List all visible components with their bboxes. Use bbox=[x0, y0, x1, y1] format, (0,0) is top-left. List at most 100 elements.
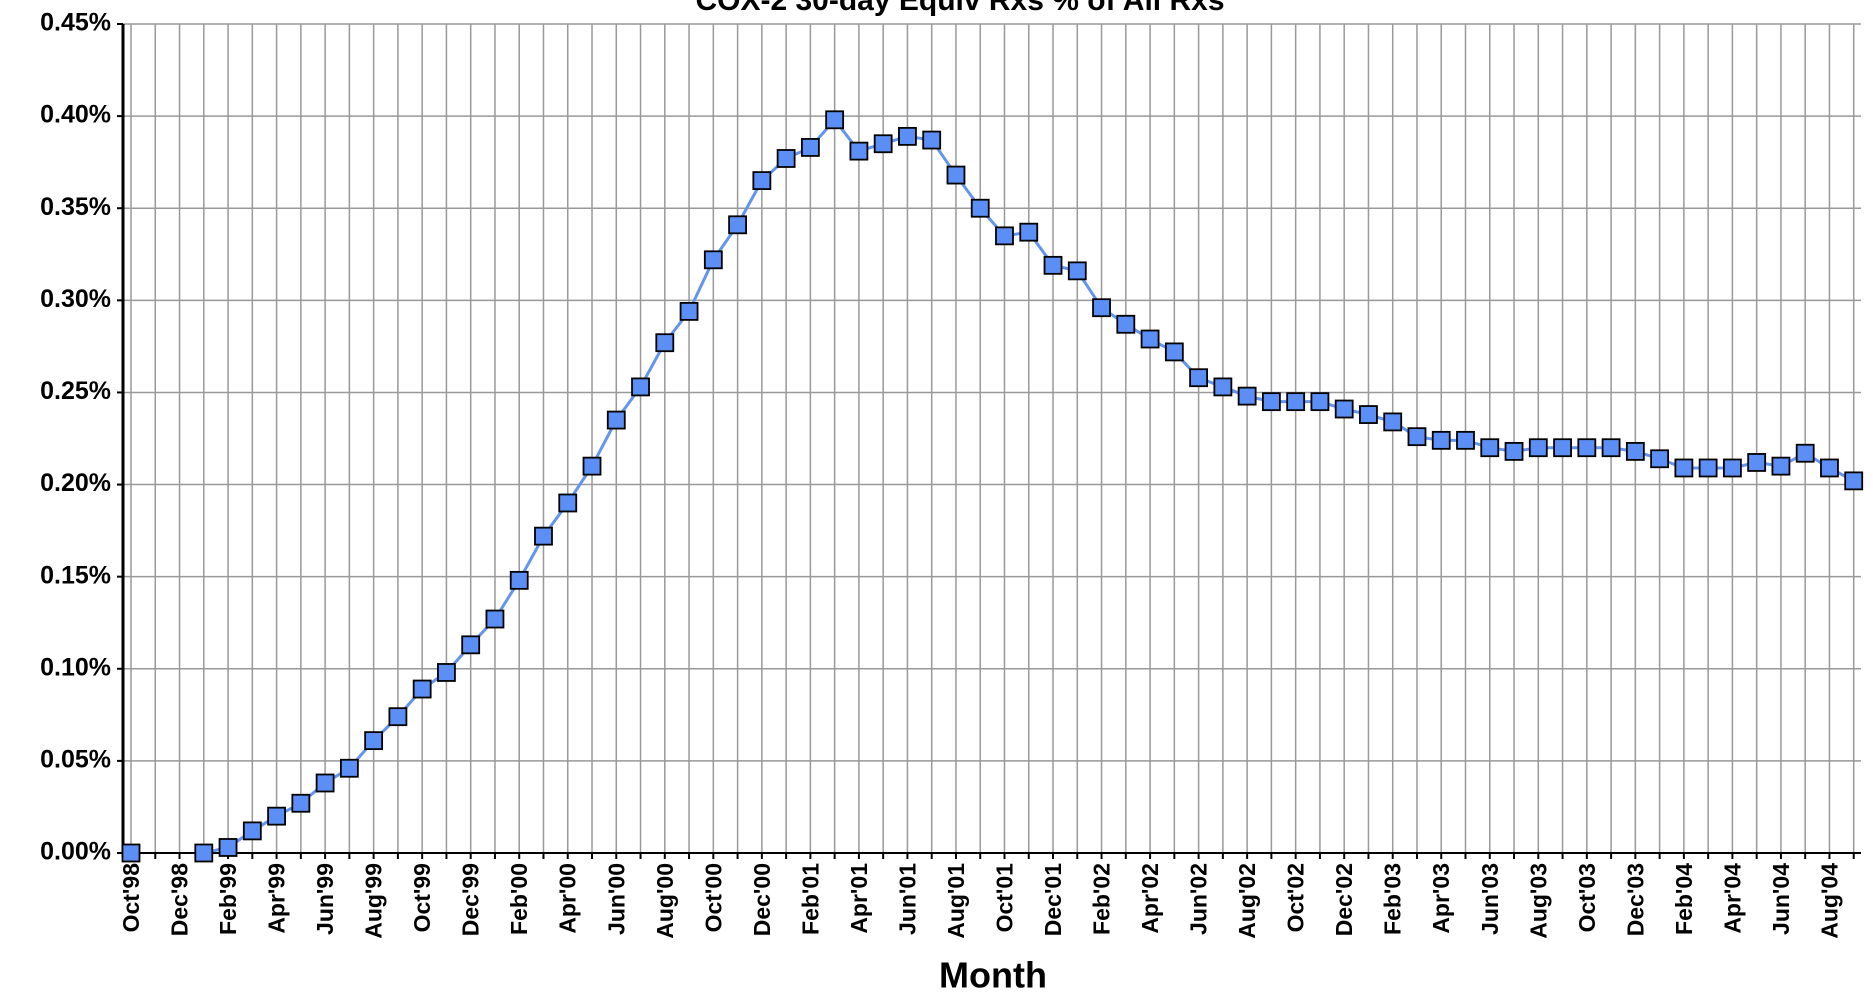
data-point bbox=[558, 493, 578, 513]
data-point bbox=[1067, 261, 1087, 281]
data-point bbox=[1140, 329, 1160, 349]
data-point bbox=[776, 149, 796, 168]
y-tick-label: 0.00% bbox=[40, 838, 111, 866]
x-tick-label: Feb'01 bbox=[797, 863, 823, 935]
x-tick-label: Dec'99 bbox=[458, 863, 484, 936]
data-point bbox=[1261, 392, 1281, 412]
data-point bbox=[1237, 386, 1257, 406]
data-point bbox=[1795, 443, 1815, 463]
data-point bbox=[606, 410, 626, 430]
x-tick-label: Dec'02 bbox=[1331, 863, 1357, 936]
x-tick-label: Aug'00 bbox=[652, 863, 678, 939]
data-point bbox=[1771, 456, 1791, 476]
y-tick-label: 0.40% bbox=[40, 101, 111, 129]
data-point bbox=[1747, 453, 1767, 472]
x-tick-label: Feb'03 bbox=[1380, 863, 1406, 935]
data-point bbox=[509, 570, 529, 590]
x-tick-label: Feb'99 bbox=[215, 863, 241, 935]
data-point bbox=[121, 843, 141, 863]
y-tick-label: 0.20% bbox=[40, 469, 111, 497]
data-point bbox=[485, 609, 505, 629]
data-point bbox=[315, 773, 335, 793]
data-point bbox=[534, 526, 553, 546]
data-point bbox=[1286, 392, 1306, 412]
x-tick-label: Apr'01 bbox=[846, 863, 872, 934]
data-point bbox=[995, 226, 1014, 246]
data-point bbox=[946, 165, 966, 185]
data-point bbox=[1213, 377, 1233, 397]
data-point bbox=[1844, 471, 1864, 491]
data-point bbox=[1164, 342, 1184, 362]
data-point bbox=[1092, 298, 1111, 318]
data-point bbox=[364, 731, 384, 751]
x-tick-label: Oct'99 bbox=[409, 863, 435, 932]
data-point bbox=[1407, 427, 1427, 447]
data-point bbox=[388, 707, 408, 727]
data-point bbox=[461, 635, 481, 655]
data-point bbox=[703, 250, 723, 270]
x-tick-label: Feb'00 bbox=[506, 863, 532, 935]
data-point bbox=[1577, 438, 1597, 458]
x-tick-label: Jun'02 bbox=[1186, 863, 1212, 935]
data-point bbox=[1310, 392, 1330, 412]
data-point bbox=[1553, 438, 1572, 458]
data-point bbox=[1431, 430, 1451, 450]
x-tick-label: Oct'98 bbox=[118, 863, 144, 933]
x-tick-label: Feb'02 bbox=[1089, 863, 1115, 935]
x-tick-label: Aug'99 bbox=[361, 863, 387, 939]
data-point bbox=[825, 110, 845, 130]
x-axis-label: Month bbox=[939, 955, 1047, 996]
data-point bbox=[218, 838, 238, 857]
x-tick-label: Feb'04 bbox=[1671, 863, 1697, 935]
data-point bbox=[1334, 399, 1354, 419]
x-tick-label: Aug'01 bbox=[943, 863, 969, 939]
x-tick-label: Aug'04 bbox=[1816, 863, 1842, 939]
data-point bbox=[1650, 449, 1670, 469]
x-tick-label: Apr'04 bbox=[1719, 863, 1745, 934]
data-point bbox=[339, 758, 359, 778]
data-point bbox=[873, 134, 893, 154]
data-point bbox=[1528, 438, 1548, 458]
y-tick-label: 0.45% bbox=[40, 9, 111, 37]
data-point bbox=[728, 215, 747, 235]
data-point bbox=[1698, 458, 1718, 478]
data-point bbox=[1625, 441, 1645, 461]
data-point bbox=[1723, 458, 1742, 478]
x-tick-label: Dec'98 bbox=[167, 863, 193, 936]
data-point bbox=[437, 663, 456, 682]
data-point bbox=[1043, 255, 1063, 275]
data-point bbox=[631, 377, 650, 397]
data-point bbox=[1189, 368, 1209, 388]
data-point bbox=[1019, 222, 1039, 242]
y-tick-label: 0.30% bbox=[40, 285, 111, 313]
data-point bbox=[1116, 314, 1136, 334]
data-point bbox=[1383, 412, 1403, 432]
data-point bbox=[242, 821, 262, 841]
data-point bbox=[849, 141, 869, 161]
x-tick-label: Apr'00 bbox=[555, 863, 581, 934]
x-tick-label: Aug'02 bbox=[1234, 863, 1260, 939]
data-point bbox=[1456, 430, 1475, 450]
y-tick-label: 0.35% bbox=[40, 193, 111, 221]
y-tick-label: 0.15% bbox=[40, 561, 111, 589]
x-tick-label: Aug'03 bbox=[1525, 863, 1551, 939]
x-tick-label: Oct'03 bbox=[1574, 863, 1600, 932]
data-point bbox=[1674, 458, 1694, 478]
data-point bbox=[194, 843, 214, 863]
x-tick-label: Jun'01 bbox=[894, 863, 920, 935]
y-tick-label: 0.10% bbox=[40, 653, 111, 681]
x-tick-label: Dec'00 bbox=[749, 863, 775, 936]
data-point bbox=[1359, 405, 1378, 424]
data-point bbox=[1820, 458, 1839, 478]
x-tick-label: Apr'99 bbox=[264, 863, 290, 934]
data-point bbox=[291, 793, 311, 813]
x-tick-label: Apr'02 bbox=[1137, 863, 1163, 934]
chart-title: COX-2 30-day Equiv Rxs % of All Rxs bbox=[695, 0, 1224, 17]
data-point bbox=[1504, 441, 1524, 461]
x-tick-label: Jun'03 bbox=[1477, 863, 1503, 935]
data-point bbox=[970, 198, 990, 218]
data-point bbox=[267, 806, 286, 826]
data-point bbox=[655, 333, 675, 353]
x-tick-label: Oct'01 bbox=[991, 863, 1017, 933]
